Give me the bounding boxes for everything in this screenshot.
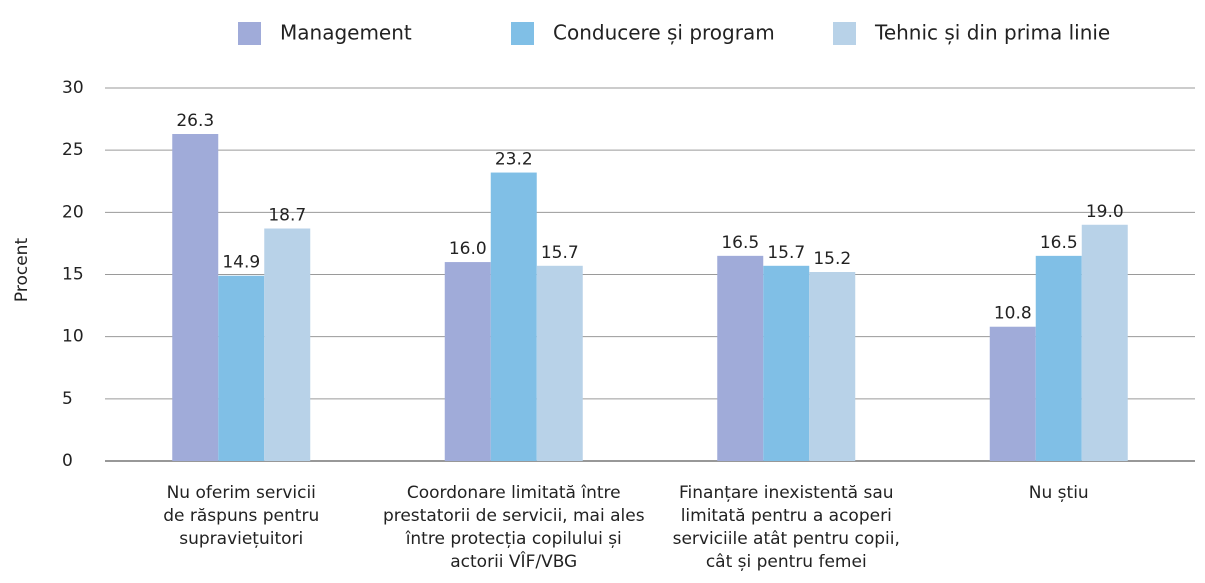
bar	[763, 265, 810, 461]
x-tick-label: Coordonare limitată între prestatorii de…	[382, 483, 645, 572]
y-tick-label: 25	[62, 140, 84, 160]
bar	[989, 326, 1036, 461]
data-label: 15.2	[813, 249, 851, 269]
data-label: 18.7	[268, 205, 306, 225]
legend-label: Management	[280, 21, 412, 45]
y-tick-label: 20	[62, 202, 84, 222]
y-tick-label: 10	[62, 327, 84, 347]
data-label: 19.0	[1086, 202, 1124, 222]
legend-swatch	[833, 22, 856, 45]
bar	[1035, 255, 1082, 461]
data-label: 15.7	[541, 243, 579, 263]
y-tick-label: 30	[62, 78, 84, 98]
bar	[218, 275, 265, 461]
data-label: 16.5	[1040, 233, 1078, 253]
bar	[444, 262, 491, 461]
bar	[172, 134, 219, 461]
bar	[809, 272, 856, 461]
data-label: 26.3	[176, 111, 214, 131]
data-label: 16.5	[721, 233, 759, 253]
legend-swatch	[238, 22, 261, 45]
x-tick-label: Nu oferim servicii de răspuns pentru sup…	[163, 483, 320, 549]
bar	[536, 265, 583, 461]
y-tick-label: 15	[62, 265, 84, 285]
y-tick-label: 5	[62, 389, 73, 409]
bar	[490, 172, 537, 461]
bar	[1081, 224, 1128, 461]
data-label: 10.8	[994, 304, 1032, 324]
data-label: 14.9	[222, 253, 260, 273]
y-axis-title: Procent	[12, 238, 32, 303]
x-tick-label: Finanțare inexistentă sau limitată pentr…	[672, 483, 900, 572]
legend-swatch	[511, 22, 534, 45]
data-label: 23.2	[495, 150, 533, 170]
y-tick-label: 0	[62, 451, 73, 471]
legend-label: Conducere și program	[553, 21, 775, 45]
bar	[717, 255, 764, 461]
bar	[264, 228, 311, 461]
data-label: 15.7	[767, 243, 805, 263]
legend-label: Tehnic și din prima linie	[874, 21, 1110, 45]
data-label: 16.0	[449, 239, 487, 259]
x-tick-label: Nu știu	[1028, 483, 1089, 503]
